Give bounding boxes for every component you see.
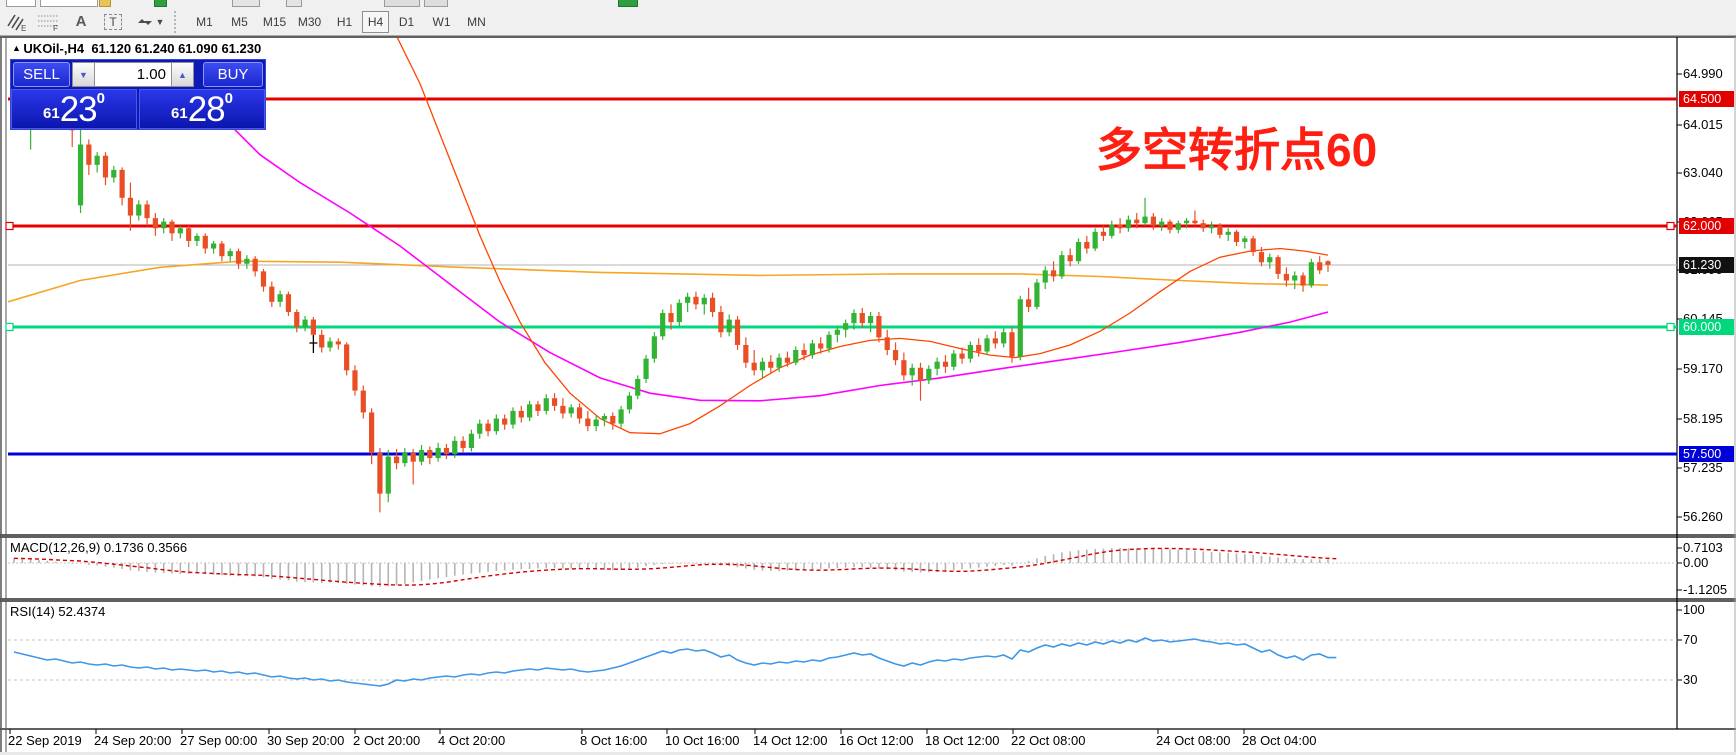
volume-increase-button[interactable]: ▲ [171,62,194,87]
time-axis-label: 22 Sep 2019 [8,733,82,748]
axis-tick-label: 56.260 [1683,509,1723,524]
timeframe-button-mn[interactable]: MN [467,14,486,29]
chart-toolbar: E F A T ▼ M1 M5 M15 M30 H1 H4 D1 W1 MN [0,8,1736,36]
time-axis-label: 28 Oct 04:00 [1242,733,1317,748]
ohlc-values: 61.120 61.240 61.090 61.230 [91,41,262,56]
axis-tick-label: 64.990 [1683,66,1723,81]
symbol-ohlc-header: ▲ UKOil-,H4 61.120 61.240 61.090 61.230 [12,41,261,56]
bottom-window-edge [0,752,1736,755]
one-click-trade-panel: SELL ▼ 1.00 ▲ BUY 61 23 0 61 28 0 [10,59,266,130]
sell-button[interactable]: SELL [13,62,70,87]
time-axis-label: 2 Oct 20:00 [353,733,421,748]
axis-tick-label: -1.1205 [1683,582,1728,597]
grid-f-icon[interactable]: F [34,10,64,33]
axis-tick-label: 58.195 [1683,411,1723,426]
chart-text-annotation[interactable]: 多空转折点60 [1096,124,1378,176]
time-axis-label: 4 Oct 20:00 [438,733,506,748]
time-axis-label: 8 Oct 16:00 [580,733,648,748]
svg-text:F: F [53,24,58,32]
rsi-label: RSI(14) 52.4374 [10,604,106,619]
price-badge: 60.000 [1679,319,1734,335]
buy-price-main: 28 [187,90,226,129]
pattern-e-icon[interactable]: E [2,10,32,33]
buy-price-handle: 61 [171,105,188,122]
price-badge: 57.500 [1679,446,1734,462]
axis-tick-label: 63.040 [1683,165,1723,180]
arrows-updown-icon[interactable]: ▼ [130,10,170,33]
timeframe-bar: M1 M5 M15 M30 H1 H4 D1 W1 MN [187,10,494,33]
toolbar-separator [174,10,183,33]
axis-tick-label: 30 [1683,672,1698,687]
timeframe-button-m30[interactable]: M30 [297,14,322,29]
timeframe-button-h4[interactable]: H4 [362,10,389,33]
sell-price-main: 23 [59,90,98,129]
time-axis-label: 10 Oct 16:00 [665,733,740,748]
time-axis-label: 22 Oct 08:00 [1011,733,1086,748]
macd-label: MACD(12,26,9) 0.1736 0.3566 [10,540,188,555]
buy-price-pip: 0 [224,90,233,107]
timeframe-button-h1[interactable]: H1 [336,14,353,29]
text-a-icon[interactable]: A [75,13,87,30]
time-axis-label: 24 Sep 20:00 [94,733,172,748]
timeframe-button-m1[interactable]: M1 [196,14,213,29]
axis-tick-label: 64.015 [1683,117,1723,132]
price-badge: 64.500 [1679,91,1734,107]
volume-decrease-button[interactable]: ▼ [72,62,95,87]
top-cutoff-strip [0,0,1736,8]
volume-input[interactable]: 1.00 [95,62,171,87]
timeframe-button-m15[interactable]: M15 [262,14,287,29]
price-badge: 62.000 [1679,218,1734,234]
buy-button[interactable]: BUY [203,62,263,87]
time-axis-label: 14 Oct 12:00 [753,733,828,748]
text-t-icon[interactable]: T [98,10,128,33]
symbol-label: UKOil-,H4 [23,41,85,56]
timeframe-button-d1[interactable]: D1 [398,14,415,29]
time-axis-label: 24 Oct 08:00 [1156,733,1231,748]
time-axis-label: 27 Sep 00:00 [180,733,258,748]
time-axis-label: 16 Oct 12:00 [839,733,914,748]
price-badge: 61.230 [1679,257,1734,273]
svg-text:E: E [21,24,26,32]
axis-tick-label: 57.235 [1683,460,1723,475]
sell-price-handle: 61 [43,105,60,122]
axis-tick-label: 0.7103 [1683,540,1723,555]
timeframe-button-w1[interactable]: W1 [432,14,451,29]
time-axis-label: 18 Oct 12:00 [925,733,1000,748]
time-axis-label: 30 Sep 20:00 [267,733,345,748]
axis-tick-label: 100 [1683,602,1705,617]
sell-price-pip: 0 [96,90,105,107]
axis-tick-label: 70 [1683,632,1698,647]
buy-price-display[interactable]: 61 28 0 [139,89,265,129]
timeframe-button-m5[interactable]: M5 [231,14,248,29]
sell-price-display[interactable]: 61 23 0 [11,89,137,129]
collapse-triangle-icon[interactable]: ▲ [12,43,24,53]
axis-tick-label: 0.00 [1683,555,1709,570]
axis-tick-label: 59.170 [1683,361,1723,376]
